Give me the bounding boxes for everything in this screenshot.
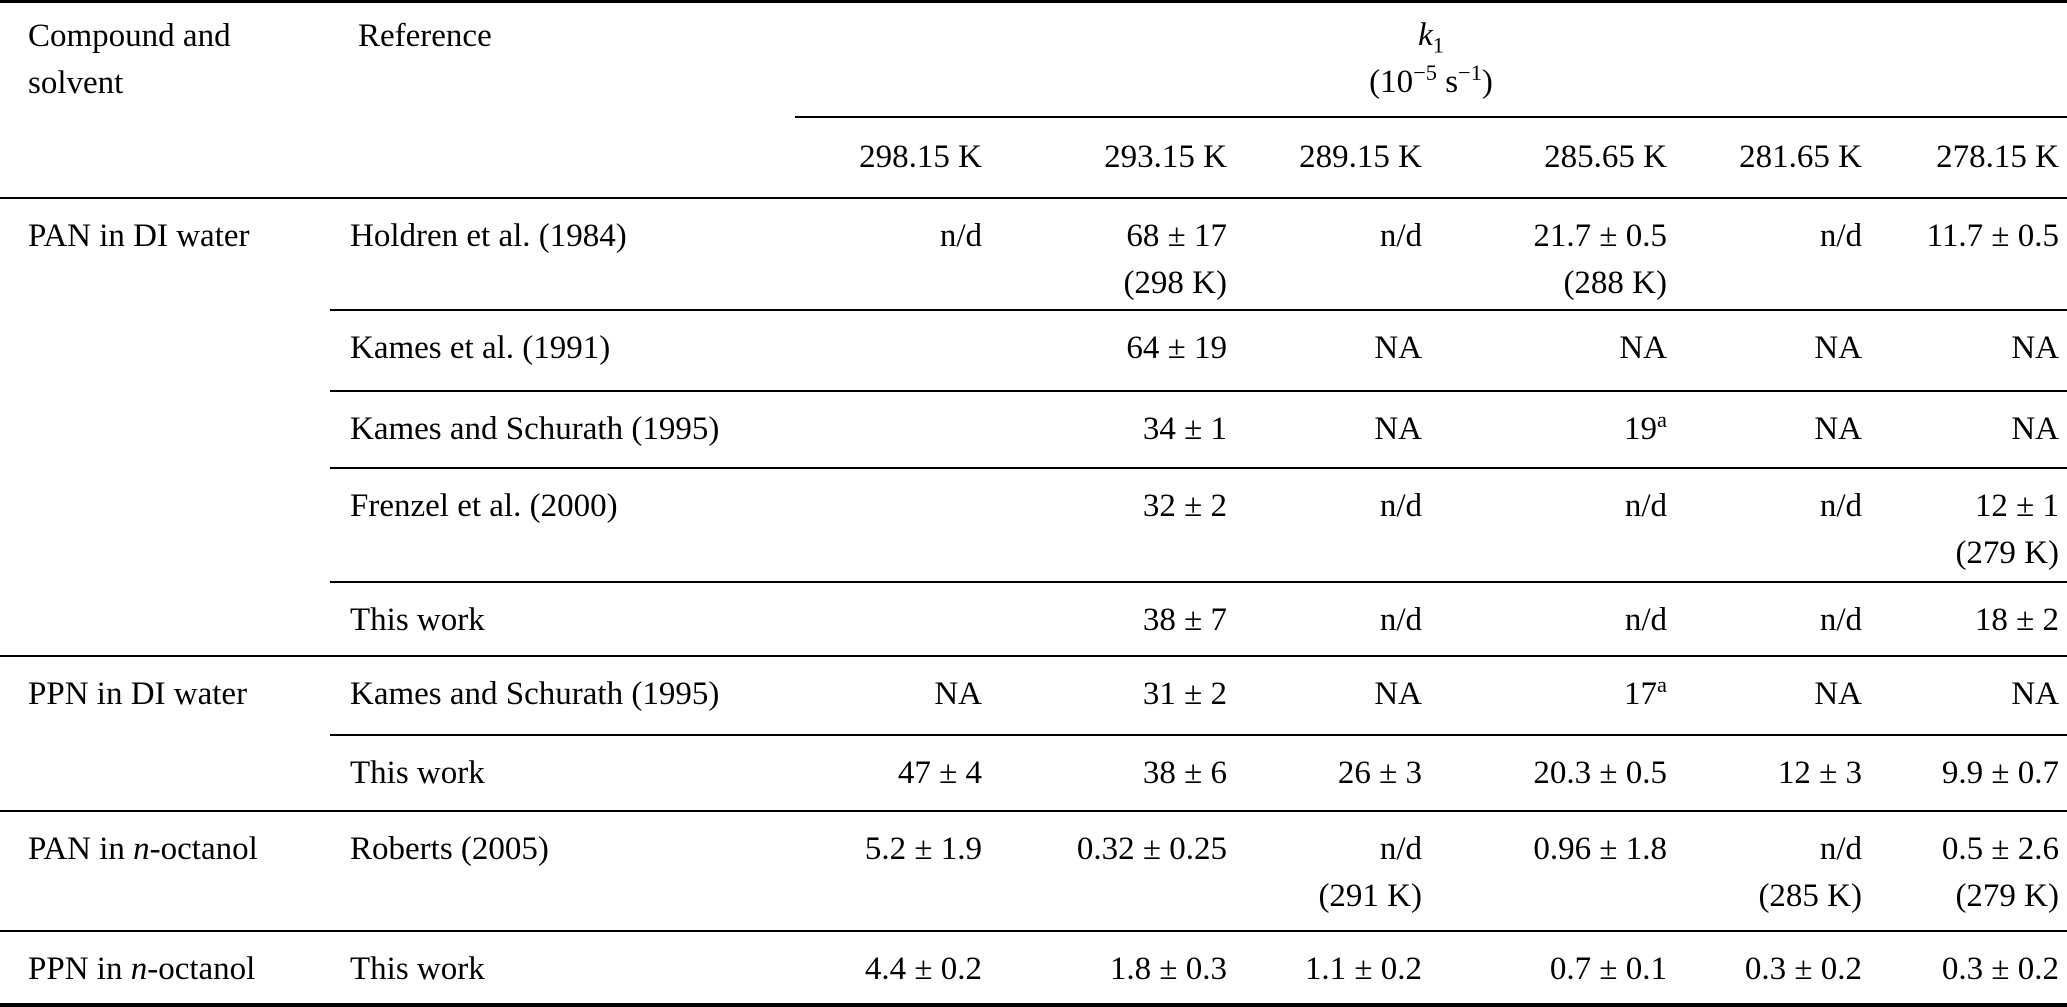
value-cell: NA bbox=[1235, 654, 1430, 736]
value-cell: 4.4 ± 0.2 bbox=[795, 930, 990, 1005]
value-cell: n/d (285 K) bbox=[1675, 809, 1870, 932]
value-cell: NA bbox=[1870, 389, 2067, 469]
value-cell: 0.3 ± 0.2 bbox=[1870, 930, 2067, 1005]
reference-cell: This work bbox=[330, 930, 795, 1005]
value-cell: NA bbox=[1430, 309, 1675, 391]
temp-header-293: 293.15 K bbox=[990, 117, 1235, 199]
value-cell bbox=[795, 467, 990, 583]
compound-cell: PPN in n-octanol bbox=[0, 930, 330, 1005]
table-row: PAN in DI water Holdren et al. (1984) n/… bbox=[0, 198, 2067, 311]
value-cell: n/d bbox=[1819, 217, 1862, 254]
reference-cell: Roberts (2005) bbox=[330, 809, 795, 932]
table-row: This work 47 ± 4 38 ± 6 26 ± 3 20.3 ± 0.… bbox=[0, 734, 2067, 811]
compound-solvent-header-label: Compound and solvent bbox=[28, 18, 231, 101]
value-cell: n/d bbox=[1430, 581, 1675, 656]
value-cell: 47 ± 4 bbox=[795, 734, 990, 811]
value-cell: 17a bbox=[1430, 654, 1675, 736]
table-row: This work 38 ± 7 n/d n/d n/d 18 ± 2 bbox=[0, 581, 2067, 656]
value-cell: NA bbox=[1675, 389, 1870, 469]
column-group-header-k1: k1 (10−5 s−1) bbox=[795, 1, 2067, 119]
value-cell: 32 ± 2 bbox=[990, 467, 1235, 583]
value-cell: 38 ± 6 bbox=[990, 734, 1235, 811]
value-cell: n/d bbox=[1675, 467, 1870, 583]
footnote-marker: a bbox=[1657, 406, 1667, 432]
reference-cell: Kames and Schurath (1995) bbox=[330, 654, 795, 736]
temp-header-281: 281.65 K bbox=[1675, 117, 1870, 199]
k1-italic-k: k bbox=[1418, 17, 1433, 54]
value-cell: n/d bbox=[1675, 581, 1870, 656]
reference-header-label: Reference bbox=[358, 18, 492, 54]
value-cell: 1.8 ± 0.3 bbox=[990, 930, 1235, 1005]
value-cell: 31 ± 2 bbox=[990, 654, 1235, 736]
value-cell: 12 ± 1 (279 K) bbox=[1870, 467, 2067, 583]
table-row: Kames and Schurath (1995) 34 ± 1 NA 19a … bbox=[0, 389, 2067, 469]
footnote-marker: a bbox=[1657, 671, 1667, 697]
value-cell: 21.7 ± 0.5 (288 K) bbox=[1533, 217, 1667, 301]
value-cell: 0.7 ± 0.1 bbox=[1430, 930, 1675, 1005]
value-cell: NA bbox=[1675, 654, 1870, 736]
table-row: Frenzel et al. (2000) 32 ± 2 n/d n/d n/d… bbox=[0, 467, 2067, 583]
column-header-reference: Reference bbox=[330, 1, 795, 199]
value-cell: 0.5 ± 2.6 (279 K) bbox=[1870, 809, 2067, 932]
value-cell: n/d bbox=[1430, 467, 1675, 583]
value-cell: NA bbox=[1870, 309, 2067, 391]
value-cell: 5.2 ± 1.9 bbox=[795, 809, 990, 932]
reference-cell: Frenzel et al. (2000) bbox=[330, 467, 795, 583]
temp-header-285: 285.65 K bbox=[1430, 117, 1675, 199]
temp-header-278: 278.15 K bbox=[1870, 117, 2067, 199]
value-cell: 0.32 ± 0.25 bbox=[990, 809, 1235, 932]
value-cell: 38 ± 7 bbox=[990, 581, 1235, 656]
value-cell: 64 ± 19 bbox=[990, 309, 1235, 391]
compound-cell: PAN in n-octanol bbox=[0, 809, 330, 932]
value-cell: NA bbox=[1675, 309, 1870, 391]
value-cell: n/d bbox=[1235, 581, 1430, 656]
value-cell: 34 ± 1 bbox=[990, 389, 1235, 469]
value-cell: NA bbox=[1235, 389, 1430, 469]
k1-subscript: 1 bbox=[1432, 32, 1444, 58]
value-cell: n/d bbox=[1379, 217, 1422, 254]
value-cell: n/d (291 K) bbox=[1235, 809, 1430, 932]
reference-cell: Kames and Schurath (1995) bbox=[330, 389, 795, 469]
value-cell bbox=[795, 581, 990, 656]
value-cell: 18 ± 2 bbox=[1870, 581, 2067, 656]
k1-units: (10−5 s−1) bbox=[1369, 60, 1493, 101]
reference-cell: Kames et al. (1991) bbox=[330, 309, 795, 391]
value-cell: n/d bbox=[939, 217, 982, 254]
value-cell: 20.3 ± 0.5 bbox=[1430, 734, 1675, 811]
temp-header-289: 289.15 K bbox=[1235, 117, 1430, 199]
value-cell bbox=[795, 389, 990, 469]
temp-header-298: 298.15 K bbox=[795, 117, 990, 199]
value-cell: 68 ± 17 (298 K) bbox=[1123, 217, 1227, 301]
column-header-compound-solvent: Compound and solvent bbox=[0, 1, 330, 199]
value-cell: NA bbox=[1235, 309, 1430, 391]
reference-cell: This work bbox=[330, 734, 795, 811]
value-cell: 9.9 ± 0.7 bbox=[1870, 734, 2067, 811]
value-cell: 26 ± 3 bbox=[1235, 734, 1430, 811]
compound-cell: PAN in DI water bbox=[28, 217, 250, 254]
compound-cell: PPN in DI water bbox=[0, 654, 330, 811]
value-cell: 11.7 ± 0.5 bbox=[1926, 217, 2059, 254]
reference-cell: This work bbox=[330, 581, 795, 656]
value-cell: 12 ± 3 bbox=[1675, 734, 1870, 811]
table-row: Kames et al. (1991) 64 ± 19 NA NA NA NA bbox=[0, 309, 2067, 391]
value-cell: 0.96 ± 1.8 bbox=[1430, 809, 1675, 932]
k1-symbol: k1 bbox=[795, 12, 2067, 59]
value-cell: 1.1 ± 0.2 bbox=[1235, 930, 1430, 1005]
table-row: PAN in n-octanol Roberts (2005) 5.2 ± 1.… bbox=[0, 809, 2067, 932]
value-cell: n/d bbox=[1235, 467, 1430, 583]
value-cell: NA bbox=[795, 654, 990, 736]
value-cell bbox=[795, 309, 990, 391]
value-cell: NA bbox=[1870, 654, 2067, 736]
table-row: PPN in DI water Kames and Schurath (1995… bbox=[0, 654, 2067, 811]
reference-cell: Holdren et al. (1984) bbox=[350, 217, 627, 254]
value-cell: 19a bbox=[1430, 389, 1675, 469]
table-row: PPN in n-octanol This work 4.4 ± 0.2 1.8… bbox=[0, 930, 2067, 1005]
value-cell: 0.3 ± 0.2 bbox=[1675, 930, 1870, 1005]
